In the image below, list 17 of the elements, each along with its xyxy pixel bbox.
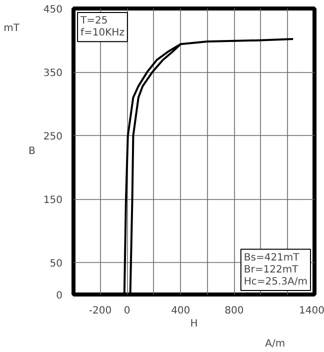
- x-tick-label: 0: [124, 306, 130, 316]
- text: mT: [4, 23, 20, 34]
- y-tick-label: 150: [43, 195, 63, 206]
- x-axis-title: H: [190, 318, 198, 330]
- annotation: T=25 f=10KHz: [80, 16, 124, 39]
- y-tick-label: 450: [43, 4, 63, 16]
- x-tick-label: -200: [88, 306, 112, 316]
- y-tick-label: 0: [56, 290, 63, 302]
- x-tick-label: 400: [171, 306, 190, 316]
- text: A/m: [265, 338, 286, 350]
- y-tick-label: 50: [50, 258, 63, 270]
- y-axis-title: B: [28, 146, 36, 157]
- x-tick-label: 1400: [299, 306, 324, 316]
- annotation: Bs=421mT Br=122mT Hc=25.3A/m: [244, 252, 308, 288]
- y-tick-label: 350: [43, 68, 63, 80]
- x-tick-label: 800: [224, 306, 244, 316]
- y-tick-label: 250: [43, 132, 63, 143]
